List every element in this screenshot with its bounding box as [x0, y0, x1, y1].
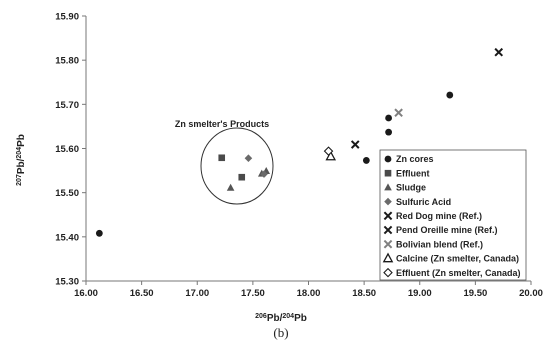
x-tick-label: 16.00	[74, 288, 98, 299]
figure-caption: (b)	[273, 325, 288, 340]
x-axis-label: 206Pb/204Pb	[255, 313, 307, 325]
data-point	[362, 157, 370, 164]
x-tick-label: 18.00	[297, 288, 321, 299]
legend-entry: Pend Oreille mine (Ref.)	[396, 225, 498, 235]
x-tick-label: 19.00	[408, 288, 432, 299]
data-point	[218, 154, 226, 162]
legend-marker	[383, 211, 393, 221]
data-point	[95, 229, 103, 237]
y-tick-label: 15.60	[55, 144, 79, 155]
series-pend-oreille-mine-ref	[494, 47, 504, 57]
y-axis-label: 207Pb/204Pb	[16, 134, 28, 186]
data-point	[244, 154, 253, 163]
series-sludge	[226, 167, 271, 191]
data-point	[394, 108, 403, 118]
y-axis-ticks: 15.30 15.40 15.50 15.60 15.70 15.80 15.90	[55, 12, 86, 288]
legend-marker	[384, 197, 392, 206]
x-tick-label: 17.50	[241, 288, 265, 299]
legend-box	[379, 149, 527, 281]
data-point	[260, 170, 268, 178]
data-point	[350, 140, 360, 149]
legend-marker	[384, 155, 392, 163]
series-effluent	[218, 154, 246, 181]
series-bolivian-blend-ref	[394, 108, 403, 118]
legend-marker	[382, 252, 394, 263]
annotation-label: Zn smelter's Products	[175, 119, 269, 129]
legend-entry: Bolivian blend (Ref.)	[396, 239, 483, 249]
legend-marker	[383, 267, 393, 278]
y-tick-label: 15.70	[55, 100, 79, 111]
x-tick-label: 17.00	[185, 288, 209, 299]
y-tick-label: 15.30	[55, 277, 79, 288]
legend-entry: Red Dog mine (Ref.)	[396, 211, 482, 221]
y-tick-label: 15.50	[55, 188, 79, 199]
legend-entry: Sulfuric Acid	[396, 197, 451, 207]
legend-entry: Effluent (Zn smelter, Canada)	[396, 268, 521, 278]
data-point	[494, 47, 504, 57]
x-tick-label: 19.50	[463, 288, 487, 299]
legend-entry: Effluent	[396, 168, 430, 178]
x-tick-label: 16.50	[130, 288, 154, 299]
data-point	[323, 146, 334, 156]
series-effluent-zn-smelter-canada	[323, 146, 334, 156]
legend-marker	[384, 169, 392, 177]
data-point	[325, 150, 337, 161]
data-point	[238, 173, 246, 181]
data-point	[385, 114, 392, 122]
series-red-dog-mine-ref	[350, 140, 360, 149]
series-calcine-zn-smelter-canada	[325, 150, 337, 161]
y-tick-label: 15.40	[55, 232, 79, 243]
x-axis-ticks: 16.00 16.50 17.00 17.50 18.00 18.50 19.00 19.50…	[74, 281, 543, 299]
data-point	[385, 128, 392, 136]
data-point	[226, 183, 235, 191]
legend-entry: Zn cores	[396, 154, 434, 164]
legend-entry: Calcine (Zn smelter, Canada)	[396, 254, 519, 264]
plot-area	[85, 16, 531, 282]
legend-marker	[383, 225, 393, 235]
y-tick-label: 15.90	[55, 12, 79, 23]
legend-entry: Sludge	[396, 183, 426, 193]
x-tick-label: 20.00	[519, 288, 543, 299]
data-point	[446, 91, 454, 99]
zn-smelter-products-ellipse	[200, 127, 274, 205]
legend-marker	[383, 239, 393, 249]
series-zn-cores	[95, 91, 454, 237]
legend: Zn cores Effluent Sludge Sulfuric Acid Red D…	[379, 149, 527, 281]
legend-marker	[384, 183, 392, 191]
series-sulfuric-acid	[244, 154, 268, 178]
y-tick-label: 15.80	[55, 56, 79, 67]
x-tick-label: 18.50	[352, 288, 376, 299]
